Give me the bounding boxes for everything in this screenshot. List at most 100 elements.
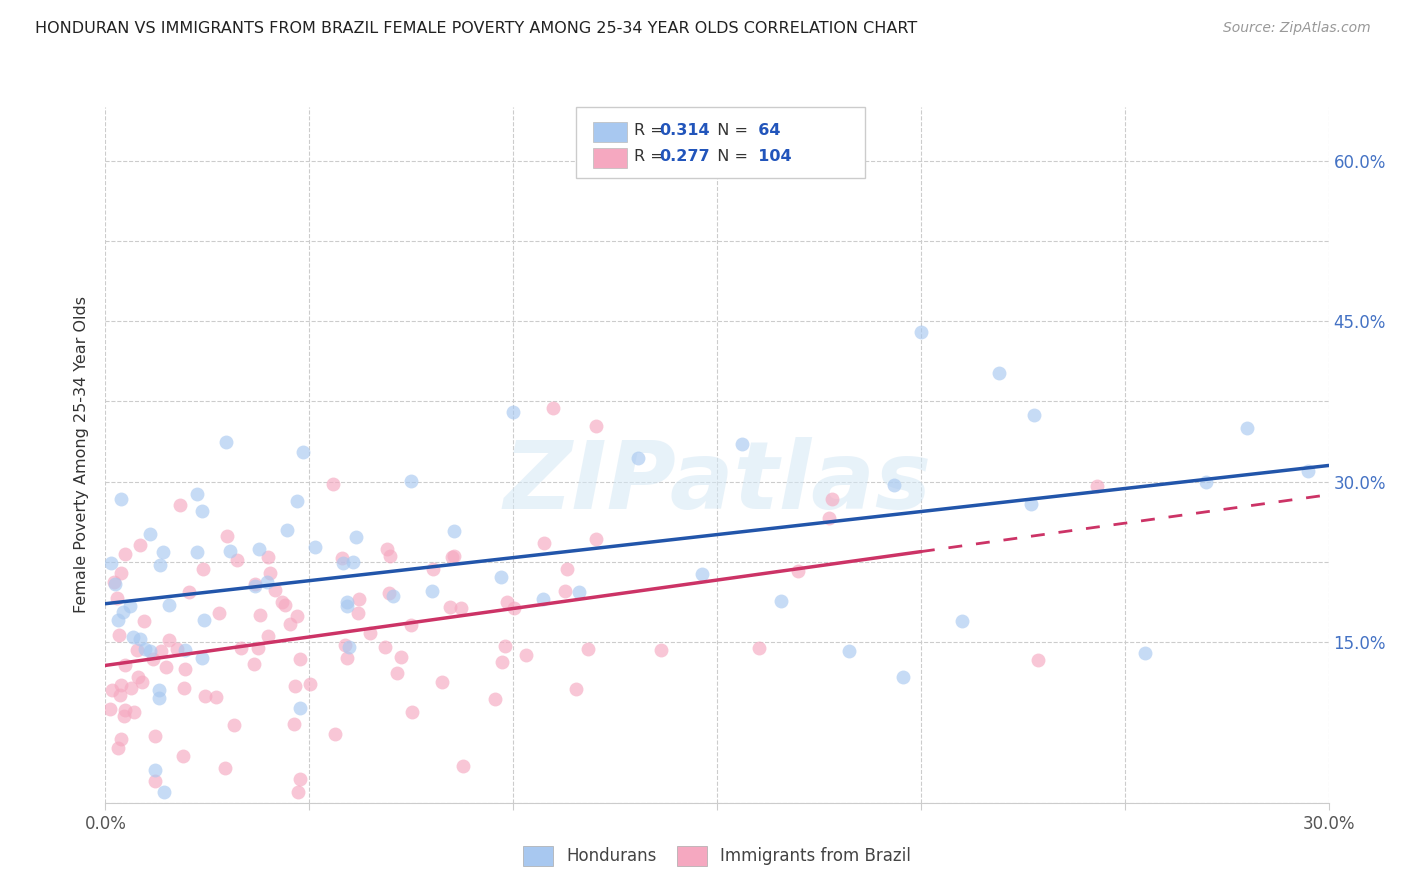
Point <box>245 579 267 593</box>
Point <box>285 608 308 623</box>
Point <box>139 644 162 658</box>
Point <box>291 444 314 458</box>
Point <box>332 556 354 570</box>
Point <box>103 574 125 589</box>
Text: R =: R = <box>634 149 669 164</box>
Point <box>883 478 905 492</box>
Point <box>821 491 844 506</box>
Point <box>190 651 212 665</box>
Text: N =: N = <box>707 123 748 138</box>
Point <box>336 599 359 613</box>
Point <box>495 594 517 608</box>
Point <box>143 729 166 743</box>
Point <box>484 692 506 706</box>
Text: 64: 64 <box>747 123 780 138</box>
Point <box>259 566 281 580</box>
Point <box>257 629 280 643</box>
Point <box>430 674 453 689</box>
Text: 0.277: 0.277 <box>659 149 710 164</box>
Point <box>1026 653 1049 667</box>
Point <box>114 547 136 561</box>
Point <box>515 648 537 662</box>
Point <box>118 599 141 614</box>
Point <box>568 584 591 599</box>
Point <box>502 601 524 615</box>
Point <box>108 627 131 641</box>
Point <box>157 633 180 648</box>
Point <box>502 405 524 419</box>
Point <box>264 582 287 597</box>
Point <box>298 677 321 691</box>
Point <box>359 626 381 640</box>
Point <box>218 543 240 558</box>
Text: 0.314: 0.314 <box>659 123 710 138</box>
Point <box>1087 478 1109 492</box>
Point <box>378 586 401 600</box>
Point <box>142 651 165 665</box>
Point <box>692 567 714 582</box>
Y-axis label: Female Poverty Among 25-34 Year Olds: Female Poverty Among 25-34 Year Olds <box>75 296 90 614</box>
Text: HONDURAN VS IMMIGRANTS FROM BRAZIL FEMALE POVERTY AMONG 25-34 YEAR OLDS CORRELAT: HONDURAN VS IMMIGRANTS FROM BRAZIL FEMAL… <box>35 21 917 37</box>
Point <box>333 638 356 652</box>
Point <box>194 690 217 704</box>
Point <box>323 726 346 740</box>
Point <box>531 591 554 606</box>
Point <box>585 419 607 434</box>
Point <box>494 639 516 653</box>
Point <box>378 549 401 563</box>
Text: 104: 104 <box>747 149 792 164</box>
Point <box>288 772 311 786</box>
Point <box>166 642 188 657</box>
Point <box>129 538 152 552</box>
Point <box>120 681 142 696</box>
Point <box>347 607 370 621</box>
Point <box>155 660 177 674</box>
Point <box>247 542 270 557</box>
Point <box>541 401 564 416</box>
Point <box>422 562 444 576</box>
Point <box>127 670 149 684</box>
Point <box>122 705 145 719</box>
Point <box>110 678 132 692</box>
Point <box>290 651 312 665</box>
Point <box>177 585 200 599</box>
Point <box>453 759 475 773</box>
Point <box>173 681 195 695</box>
Point <box>114 657 136 672</box>
Point <box>107 613 129 627</box>
Point <box>910 325 932 339</box>
Point <box>565 681 588 696</box>
Point <box>100 557 122 571</box>
Point <box>443 524 465 538</box>
Point <box>1022 408 1045 422</box>
Point <box>950 614 973 628</box>
Point <box>110 491 132 506</box>
Point <box>205 690 228 705</box>
Point <box>139 527 162 541</box>
Point <box>347 592 370 607</box>
Point <box>838 643 860 657</box>
Point <box>555 562 578 576</box>
Point <box>284 679 307 693</box>
Point <box>193 562 215 576</box>
Point <box>98 702 121 716</box>
Point <box>489 570 512 584</box>
Point <box>420 583 443 598</box>
Point <box>576 642 599 657</box>
Point <box>439 599 461 614</box>
Point <box>256 574 278 589</box>
Point <box>104 577 127 591</box>
Point <box>786 565 808 579</box>
Point <box>1019 497 1042 511</box>
Legend: Hondurans, Immigrants from Brazil: Hondurans, Immigrants from Brazil <box>515 838 920 874</box>
Point <box>172 749 194 764</box>
Point <box>377 541 399 556</box>
Point <box>342 555 364 569</box>
Point <box>650 643 672 657</box>
Point <box>150 644 173 658</box>
Point <box>533 535 555 549</box>
Point <box>134 641 156 656</box>
Point <box>149 558 172 572</box>
Point <box>987 366 1010 380</box>
Point <box>169 498 191 512</box>
